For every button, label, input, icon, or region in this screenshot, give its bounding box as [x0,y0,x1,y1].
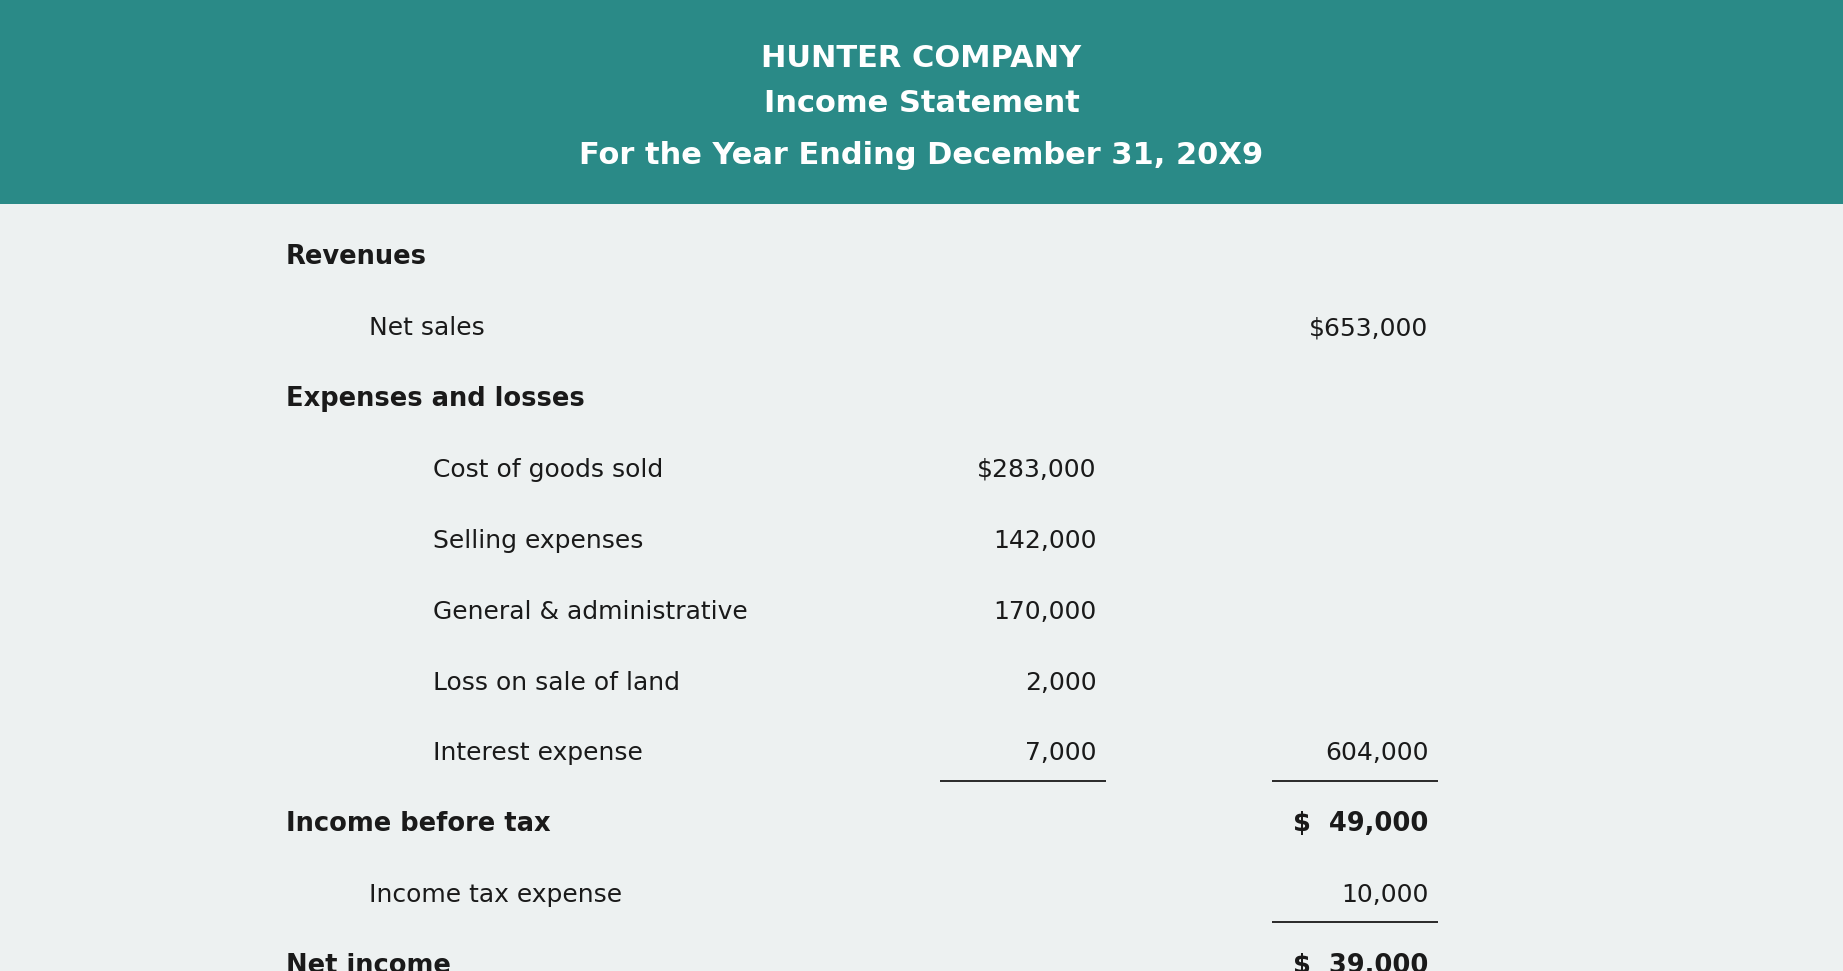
Text: $  39,000: $ 39,000 [1294,954,1428,971]
Bar [0,204,1843,971]
Text: 7,000: 7,000 [1025,742,1097,765]
Text: $283,000: $283,000 [977,458,1097,482]
Text: Net income: Net income [286,954,450,971]
Text: Expenses and losses: Expenses and losses [286,386,584,412]
Text: $653,000: $653,000 [1309,317,1428,340]
Text: Net sales: Net sales [369,317,485,340]
Bar [0,0,1843,204]
Text: HUNTER COMPANY: HUNTER COMPANY [761,44,1082,73]
Text: 170,000: 170,000 [993,600,1097,623]
Text: Cost of goods sold: Cost of goods sold [433,458,663,482]
Text: For the Year Ending December 31, 20X9: For the Year Ending December 31, 20X9 [579,141,1264,170]
Text: Loss on sale of land: Loss on sale of land [433,671,680,694]
Text: 10,000: 10,000 [1342,884,1428,907]
Text: Income before tax: Income before tax [286,812,551,837]
Text: 142,000: 142,000 [993,529,1097,552]
Text: Income tax expense: Income tax expense [369,884,621,907]
Text: 2,000: 2,000 [1025,671,1097,694]
Text: General & administrative: General & administrative [433,600,748,623]
Text: Income Statement: Income Statement [763,89,1080,118]
Text: Interest expense: Interest expense [433,742,643,765]
Text: 604,000: 604,000 [1325,742,1428,765]
Text: Selling expenses: Selling expenses [433,529,643,552]
Text: Revenues: Revenues [286,245,428,270]
Text: $  49,000: $ 49,000 [1294,812,1428,837]
